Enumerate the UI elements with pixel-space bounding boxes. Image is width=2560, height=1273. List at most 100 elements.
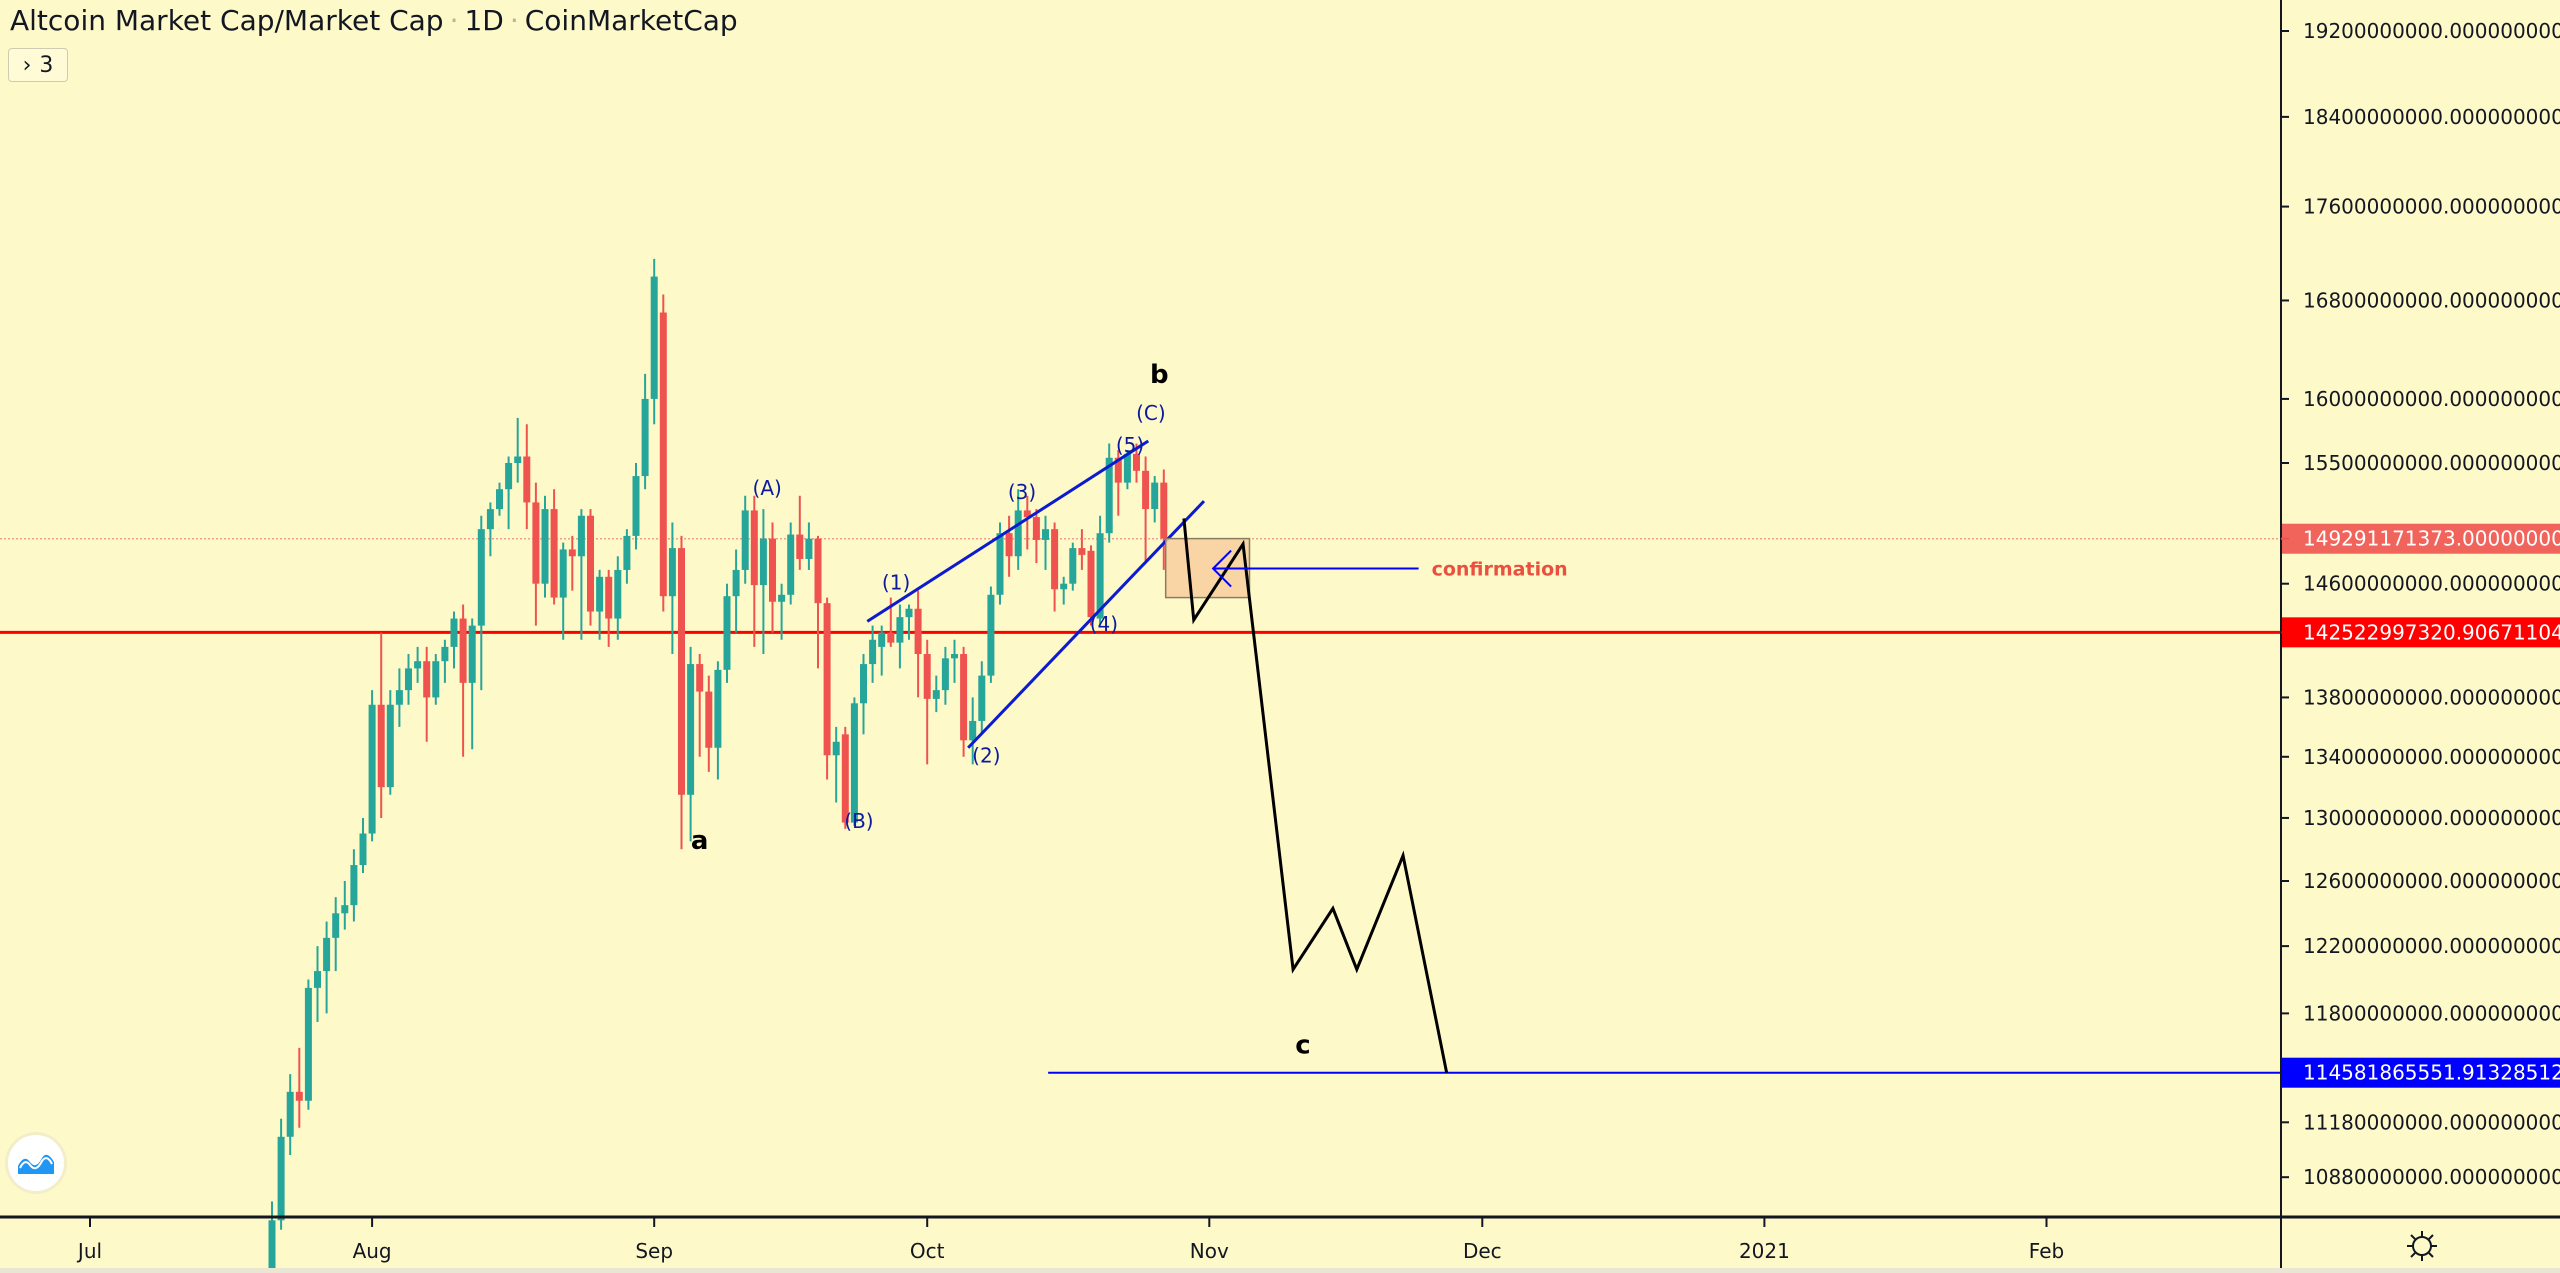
candle-body	[914, 608, 922, 655]
wedge-upper-line[interactable]	[866, 439, 1150, 623]
candle-down	[659, 294, 667, 612]
candle-body	[614, 569, 622, 619]
price-tick-label: 19200000000.0000000000	[2303, 19, 2560, 43]
candle-body	[1133, 453, 1140, 471]
wedge-lower-line[interactable]	[967, 500, 1206, 749]
candle-body	[787, 534, 795, 595]
price-tick-label: 14600000000.0000000000	[2303, 572, 2560, 596]
candle-up	[386, 690, 394, 795]
candle-up	[878, 625, 886, 676]
candle-up	[1014, 489, 1022, 570]
candle-body	[1014, 510, 1022, 557]
candle-body	[368, 704, 376, 834]
candle-up	[869, 625, 877, 683]
candle-body	[714, 669, 722, 748]
candle-body	[650, 276, 658, 399]
candle-up	[450, 611, 458, 669]
support-value: 142522997320.9067110400	[2303, 620, 2560, 644]
candle-body	[632, 476, 640, 536]
candle-body	[295, 1091, 303, 1101]
time-tick-label: Dec	[1463, 1239, 1502, 1263]
candle-up	[395, 668, 403, 727]
wave-label[interactable]: (B)	[844, 809, 873, 833]
candle-down	[605, 569, 613, 647]
candle-up	[304, 979, 312, 1110]
candle-up	[1123, 450, 1131, 490]
candle-down	[1051, 522, 1059, 612]
candle-down	[923, 639, 931, 765]
time-tick-label: Feb	[2029, 1239, 2064, 1263]
candle-down	[532, 482, 540, 626]
candle-up	[1151, 476, 1159, 523]
candle-body	[696, 664, 704, 692]
candle-body	[532, 502, 540, 584]
candle-body	[832, 741, 840, 756]
candle-body	[605, 576, 613, 619]
drawings[interactable]: confirmation	[866, 439, 1568, 1074]
candle-down	[914, 590, 922, 698]
support-label-bg	[2282, 617, 2560, 648]
wave-label[interactable]: (A)	[753, 476, 782, 500]
candle-body	[641, 398, 649, 477]
settings-gear-icon[interactable]	[2404, 1228, 2440, 1264]
candles	[268, 258, 1168, 1273]
candle-up	[623, 529, 631, 584]
wave-label[interactable]: c	[1295, 1030, 1310, 1060]
candle-down	[1005, 515, 1013, 577]
projected-wave-path[interactable]	[1182, 518, 1449, 1074]
candle-up	[632, 462, 640, 550]
price-tick-label: 12200000000.0000000000	[2303, 934, 2560, 958]
wave-label[interactable]: a	[691, 826, 709, 856]
confirmation-label[interactable]: confirmation	[1432, 559, 1568, 581]
candle-up	[778, 583, 786, 640]
candle-body	[477, 529, 485, 626]
candle-up	[850, 697, 858, 826]
symbol-name[interactable]: Altcoin Market Cap/Market Cap	[10, 4, 444, 37]
candle-up	[732, 549, 740, 633]
tradingview-logo[interactable]	[8, 1135, 64, 1191]
candle-down	[1142, 456, 1150, 564]
candle-body	[277, 1136, 285, 1221]
price-tick-label: 16000000000.0000000000	[2303, 387, 2560, 411]
candle-up	[987, 586, 995, 683]
candle-up	[359, 817, 367, 874]
candle-up	[805, 522, 813, 570]
candle-up	[541, 495, 549, 598]
price-tick-label: 10880000000.0000000000	[2303, 1165, 2560, 1189]
wave-label[interactable]: (1)	[882, 570, 910, 594]
wave-label[interactable]: (5)	[1116, 433, 1144, 457]
candle-body	[395, 690, 403, 705]
candle-up	[577, 509, 585, 640]
support-label: 142522997320.9067110400	[2281, 617, 2560, 648]
candle-body	[732, 569, 740, 597]
indicators-toggle-button[interactable]: › 3	[8, 48, 68, 82]
price-tick-label: 13800000000.0000000000	[2303, 685, 2560, 709]
price-tick-label: 16800000000.0000000000	[2303, 288, 2560, 312]
price-axis[interactable]: 19200000000.0000000000 18400000000.000000…	[2281, 19, 2560, 1189]
candle-body	[850, 703, 858, 823]
wave-label[interactable]: b	[1150, 360, 1169, 390]
confirmation-box[interactable]	[1164, 537, 1251, 599]
candle-body	[923, 654, 931, 699]
wave-label[interactable]: (3)	[1008, 480, 1036, 504]
candle-up	[496, 482, 503, 516]
candle-up	[1096, 515, 1104, 626]
candle-body	[286, 1091, 294, 1137]
candle-down	[769, 522, 776, 633]
candle-body	[432, 661, 440, 698]
candle-body	[823, 603, 831, 756]
candle-up	[1042, 515, 1049, 570]
target-label-bg	[2282, 1057, 2560, 1088]
wave-label[interactable]: (2)	[972, 743, 1000, 767]
candle-body	[1114, 457, 1122, 483]
wave-label[interactable]: (4)	[1090, 612, 1118, 636]
candle-up	[341, 881, 349, 930]
price-tick-label: 11180000000.0000000000	[2303, 1110, 2560, 1134]
candle-down	[1023, 495, 1031, 550]
wave-label[interactable]: (C)	[1136, 401, 1166, 425]
candle-body	[887, 632, 895, 643]
interval[interactable]: 1D	[464, 4, 504, 37]
time-axis[interactable]: Jul Aug Sep Oct Nov Dec 2021 Feb	[76, 1217, 2064, 1263]
candle-body	[441, 646, 449, 662]
